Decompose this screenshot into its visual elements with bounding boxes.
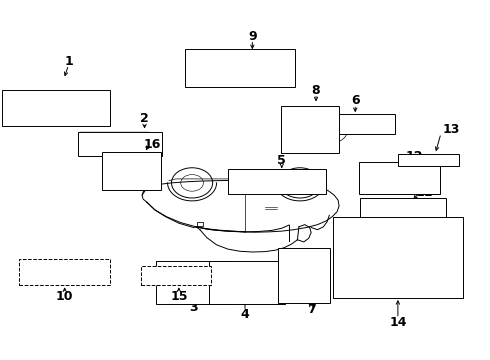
Bar [175, 291, 192, 303]
Bar [194, 264, 210, 276]
Text: 6: 6 [351, 94, 360, 107]
Bar [185, 49, 295, 87]
Bar [2, 90, 110, 126]
Bar [212, 291, 228, 303]
Text: 3: 3 [189, 301, 198, 314]
Bar [398, 246, 428, 270]
Bar [175, 264, 192, 276]
Text: 11: 11 [415, 186, 433, 199]
Bar [335, 220, 365, 244]
Bar [278, 248, 329, 303]
Bar [210, 261, 285, 304]
Bar [367, 220, 396, 244]
Bar [359, 162, 440, 194]
Bar [335, 271, 365, 297]
Bar [429, 271, 459, 297]
Text: 7: 7 [307, 303, 316, 316]
Text: 5: 5 [277, 154, 286, 167]
Bar [429, 220, 459, 244]
Bar [175, 277, 192, 289]
Bar [78, 132, 162, 156]
Text: 13: 13 [442, 123, 460, 136]
Bar [158, 264, 174, 276]
Text: 10: 10 [56, 291, 74, 303]
Text: 14: 14 [389, 316, 407, 329]
Text: 12: 12 [405, 150, 423, 163]
Bar [194, 291, 210, 303]
Bar [156, 261, 232, 304]
Text: 9: 9 [248, 30, 257, 42]
Bar [281, 106, 339, 153]
Bar [102, 152, 161, 190]
Bar [158, 277, 174, 289]
Bar [367, 246, 396, 270]
Text: 1: 1 [64, 55, 73, 68]
Bar [335, 246, 365, 270]
Bar [398, 220, 428, 244]
Text: 15: 15 [170, 291, 188, 303]
Text: 2: 2 [140, 112, 149, 125]
Bar [333, 217, 463, 298]
Bar [309, 114, 394, 134]
Text: 8: 8 [312, 84, 320, 96]
Bar [158, 291, 174, 303]
Bar [429, 246, 459, 270]
Text: 16: 16 [143, 138, 161, 150]
Text: 4: 4 [241, 309, 249, 321]
Bar [194, 277, 210, 289]
Bar [20, 259, 110, 285]
Bar [360, 198, 446, 234]
Bar [212, 277, 228, 289]
Bar [398, 271, 428, 297]
Bar [398, 154, 460, 166]
Bar [367, 271, 396, 297]
Bar [228, 169, 326, 194]
Bar [141, 266, 212, 285]
Bar [212, 264, 228, 276]
